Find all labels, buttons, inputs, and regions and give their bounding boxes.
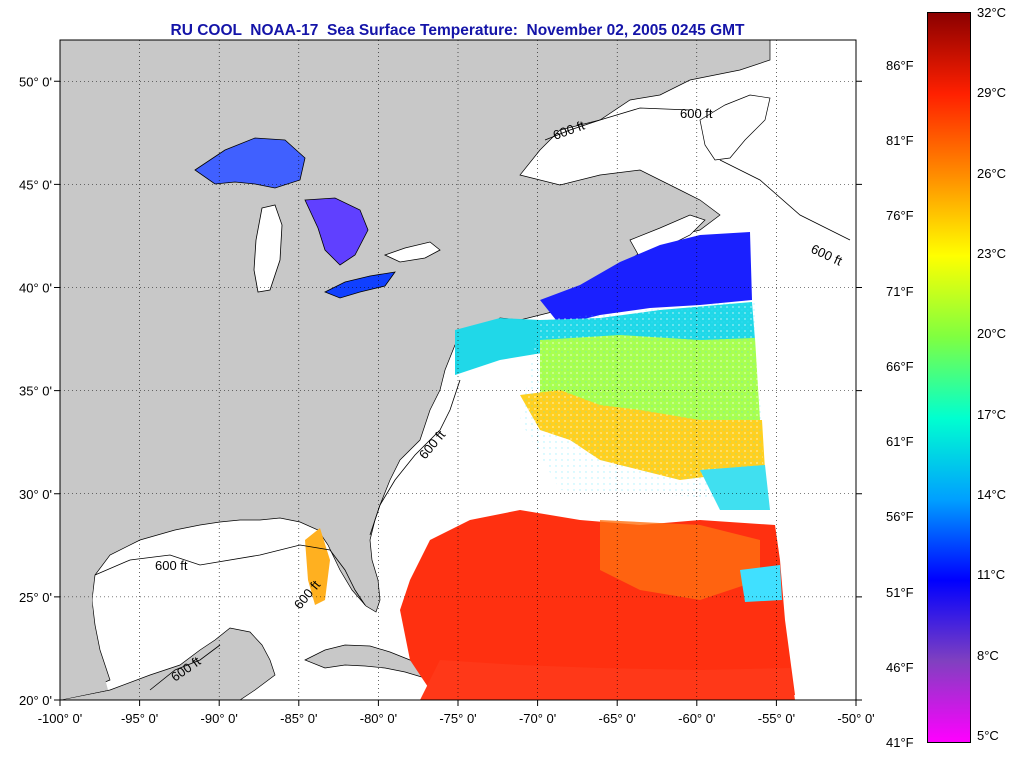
colorbar-celsius-label: 20°C (977, 326, 1007, 342)
land-north-america (60, 40, 771, 700)
colorbar-fahrenheit-label: 71°F (886, 283, 914, 299)
colorbar-fahrenheit-label: 41°F (886, 735, 914, 750)
lon-tick-label: -95° 0' (121, 711, 158, 726)
contour-label: 600 ft (680, 106, 713, 121)
lat-tick-label: 35° 0' (19, 384, 52, 399)
lat-tick-label: 40° 0' (19, 281, 52, 296)
colorbar-fahrenheit-label: 61°F (886, 434, 914, 450)
lat-tick-label: 25° 0' (19, 590, 52, 605)
colorbar (927, 12, 971, 743)
lon-tick-label: -65° 0' (599, 711, 636, 726)
lon-tick-label: -70° 0' (519, 711, 556, 726)
colorbar-celsius-label: 32°C (977, 5, 1007, 20)
colorbar-fahrenheit-label: 86°F (886, 58, 914, 73)
lon-tick-label: -55° 0' (758, 711, 795, 726)
lat-tick-label: 20° 0' (19, 693, 52, 708)
isobath-600ft-east (369, 379, 461, 536)
land-mexico-west (60, 560, 108, 700)
sst-gulf-of-maine (540, 232, 752, 325)
colorbar-celsius-label: 23°C (977, 246, 1007, 261)
colorbar-celsius-label: 5°C (977, 728, 999, 743)
colorbar-fahrenheit-label: 51°F (886, 584, 914, 600)
isobath-600ft-gulf (149, 644, 221, 691)
colorbar-fahrenheit-label: 66°F (886, 358, 914, 374)
sst-southern-orange (600, 520, 760, 600)
lon-tick-label: -100° 0' (38, 711, 83, 726)
colorbar-celsius-label: 11°C (977, 567, 1006, 583)
colorbar-celsius-label: 29°C (977, 85, 1007, 101)
lon-tick-label: -85° 0' (280, 711, 317, 726)
lon-tick-label: -50° 0' (837, 711, 874, 726)
lake-michigan (253, 204, 283, 293)
lat-tick-label: 30° 0' (19, 487, 52, 502)
sst-sargasso-cyan (700, 465, 770, 510)
map-grid (60, 40, 856, 700)
lake-superior (194, 137, 306, 189)
colorbar-fahrenheit-label: 46°F (886, 659, 914, 675)
colorbar-celsius-label: 8°C (977, 647, 999, 663)
lon-tick-label: -80° 0' (360, 711, 397, 726)
colorbar-celsius-label: 17°C (977, 406, 1007, 422)
sst-speckle (520, 300, 765, 500)
lat-tick-label: 50° 0' (19, 74, 52, 89)
lon-tick-label: -90° 0' (201, 711, 238, 726)
sst-caribbean (420, 660, 795, 700)
isobath-600ft-north (544, 107, 851, 241)
contour-label: 600 ft (155, 558, 188, 573)
isobath-600ft (94, 544, 366, 606)
axis-ticks (54, 80, 862, 706)
land-yucatan (60, 627, 276, 700)
map-title: RU COOL NOAA-17 Sea Surface Temperature:… (170, 22, 745, 39)
lat-tick-label: 45° 0' (19, 177, 52, 192)
lake-huron (304, 197, 369, 266)
lake-ontario (383, 241, 441, 263)
colorbar-fahrenheit-label: 76°F (886, 208, 914, 224)
land-newfoundland (699, 94, 771, 161)
lake-erie (324, 271, 396, 299)
colorbar-fahrenheit-label: 56°F (886, 509, 914, 525)
sst-cyan-patch (740, 565, 782, 602)
lon-tick-label: -75° 0' (439, 711, 476, 726)
colorbar-celsius-label: 26°C (977, 165, 1007, 181)
colorbar-fahrenheit-label: 81°F (886, 133, 914, 149)
lon-tick-label: -60° 0' (678, 711, 715, 726)
colorbar-celsius-label: 14°C (977, 487, 1007, 502)
